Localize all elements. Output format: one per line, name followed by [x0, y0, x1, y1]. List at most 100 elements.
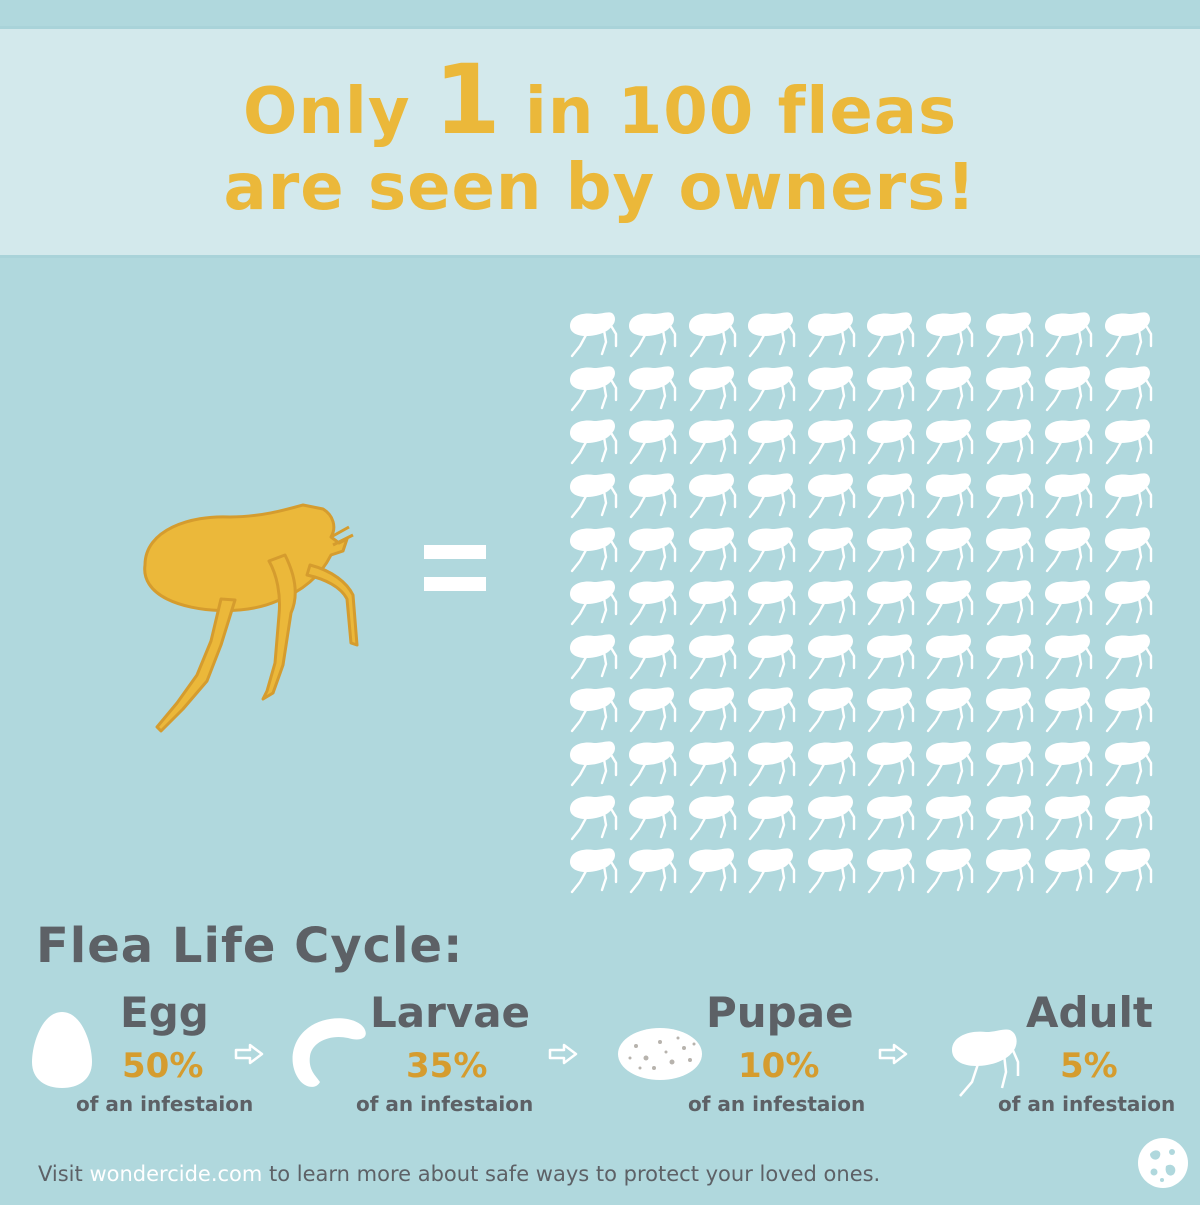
- stage-caption: of an infestaion: [76, 1092, 254, 1116]
- small-flea-icon: [1045, 634, 1093, 680]
- larva-icon: [292, 1018, 366, 1087]
- small-flea-icon: [688, 741, 736, 787]
- small-flea-icon: [688, 795, 736, 840]
- small-flea-icon: [807, 312, 855, 358]
- small-flea-icon: [1045, 580, 1093, 626]
- small-flea-icon: [629, 473, 677, 519]
- small-flea-icon: [1045, 795, 1093, 840]
- small-flea-icon: [1104, 365, 1152, 411]
- small-flea-icon: [985, 795, 1033, 840]
- life-cycle-title: Flea Life Cycle:: [36, 918, 464, 974]
- small-flea-icon: [1045, 687, 1093, 733]
- small-flea-icon: [748, 741, 796, 787]
- headline-line-2: are seen by owners!: [223, 151, 977, 225]
- stage-caption: of an infestaion: [356, 1092, 534, 1116]
- stage-name: Larvae: [370, 988, 531, 1037]
- small-flea-icon: [688, 687, 736, 733]
- small-flea-icon: [629, 419, 677, 465]
- big-flea-icon: [143, 503, 359, 733]
- arrow-icon: [878, 1043, 908, 1065]
- small-flea-icon: [1104, 312, 1152, 358]
- small-flea-icon: [867, 687, 915, 733]
- footer-link[interactable]: wondercide.com: [89, 1162, 263, 1186]
- small-flea-icon: [1045, 848, 1093, 894]
- small-flea-icon: [926, 741, 974, 787]
- small-flea-icon: [688, 634, 736, 680]
- small-flea-icon: [748, 580, 796, 626]
- small-flea-icon: [570, 473, 618, 519]
- small-flea-icon: [867, 848, 915, 894]
- small-flea-icon: [629, 848, 677, 894]
- small-flea-icon: [985, 312, 1033, 358]
- small-flea-icon: [748, 526, 796, 572]
- small-flea-icon: [985, 848, 1033, 894]
- equals-sign: [424, 545, 486, 593]
- headline-line-1: Only 1 in 100 fleas: [0, 52, 1200, 150]
- small-flea-icon: [985, 419, 1033, 465]
- small-flea-icon: [629, 312, 677, 358]
- small-flea-icon: [926, 848, 974, 894]
- small-flea-icon: [807, 526, 855, 572]
- small-flea-icon: [688, 580, 736, 626]
- small-flea-icon: [570, 634, 618, 680]
- stage-name: Adult: [1026, 988, 1153, 1037]
- small-flea-icon: [926, 795, 974, 840]
- headline-text-part1: Only: [242, 75, 434, 149]
- small-flea-icon: [1045, 312, 1093, 358]
- small-flea-icon: [926, 365, 974, 411]
- small-flea-icon: [1045, 741, 1093, 787]
- small-flea-icon: [1104, 634, 1152, 680]
- small-flea-icon: [748, 473, 796, 519]
- adult-flea-icon: [952, 1029, 1020, 1097]
- small-flea-icon: [688, 848, 736, 894]
- arrow-icon: [234, 1043, 264, 1065]
- small-flea-icon: [985, 687, 1033, 733]
- small-flea-icon: [688, 526, 736, 572]
- stage-name: Pupae: [706, 988, 854, 1037]
- small-flea-icon: [688, 473, 736, 519]
- small-flea-icon: [748, 312, 796, 358]
- small-flea-icon: [629, 526, 677, 572]
- small-flea-icon: [1104, 795, 1152, 840]
- small-flea-icon: [1104, 848, 1152, 894]
- small-flea-icon: [926, 312, 974, 358]
- small-flea-icon: [1045, 419, 1093, 465]
- small-flea-icon: [570, 795, 618, 840]
- small-flea-icon: [629, 580, 677, 626]
- small-flea-icon: [748, 687, 796, 733]
- stage-caption: of an infestaion: [688, 1092, 866, 1116]
- headline-text-part2: in 100 fleas: [501, 75, 958, 149]
- small-flea-icon: [1104, 580, 1152, 626]
- small-flea-icon: [867, 365, 915, 411]
- arrow-icon: [548, 1043, 578, 1065]
- small-flea-icon: [570, 580, 618, 626]
- small-flea-icon: [570, 687, 618, 733]
- equals-bar-bottom: [424, 577, 486, 591]
- small-flea-icon: [807, 848, 855, 894]
- small-flea-icon: [926, 526, 974, 572]
- headline-number: 1: [433, 44, 502, 156]
- small-flea-icon: [629, 741, 677, 787]
- small-flea-icon: [629, 795, 677, 840]
- small-flea-icon: [926, 419, 974, 465]
- small-flea-icon: [926, 687, 974, 733]
- small-flea-icon: [985, 365, 1033, 411]
- small-flea-icon: [867, 419, 915, 465]
- footer-text: Visit wondercide.com to learn more about…: [38, 1162, 880, 1186]
- small-flea-icon: [926, 580, 974, 626]
- stage-name: Egg: [120, 988, 209, 1037]
- small-flea-icon: [748, 365, 796, 411]
- small-flea-icon: [807, 795, 855, 840]
- footer-suffix: to learn more about safe ways to protect…: [262, 1162, 881, 1186]
- stage-percent: 50%: [122, 1046, 204, 1086]
- small-flea-icon: [867, 473, 915, 519]
- footer-prefix: Visit: [38, 1162, 90, 1186]
- small-flea-icon: [1045, 365, 1093, 411]
- small-flea-icon: [807, 687, 855, 733]
- stage-percent: 35%: [406, 1046, 488, 1086]
- small-flea-icon: [926, 473, 974, 519]
- small-flea-icon: [570, 419, 618, 465]
- small-flea-icon: [807, 741, 855, 787]
- small-flea-icon: [748, 634, 796, 680]
- small-flea-icon: [570, 365, 618, 411]
